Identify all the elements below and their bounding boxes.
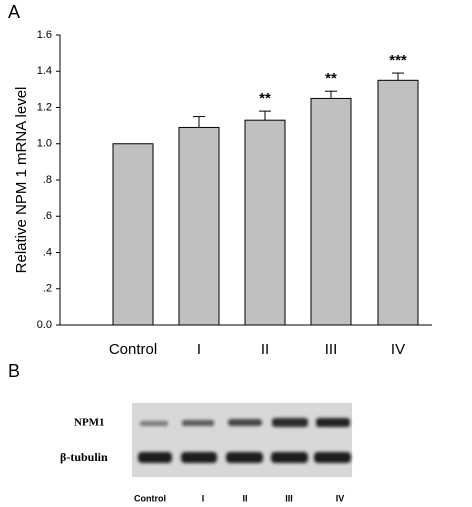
y-tick-label: 1.6	[37, 29, 52, 41]
panel-label: B	[8, 361, 20, 381]
y-tick-label: 1.4	[37, 65, 52, 77]
x-tick-label: IV	[391, 341, 405, 358]
significance-label: **	[259, 90, 271, 107]
blot-lane-label: I	[202, 493, 205, 503]
y-tick-label: 1.0	[37, 138, 52, 150]
significance-label: ***	[389, 52, 407, 69]
x-tick-label: II	[261, 341, 269, 358]
panel-label: A	[8, 2, 20, 22]
blot-lane-label: IV	[336, 493, 345, 503]
blot-row-label: β-tubulin	[60, 450, 108, 464]
y-tick-label: 1.2	[37, 101, 52, 113]
bar	[310, 97, 352, 326]
blot-lane-label: II	[242, 493, 247, 503]
blot-image	[132, 403, 352, 477]
significance-label: **	[325, 70, 337, 87]
bar	[377, 79, 419, 326]
blot-lane-label: Control	[134, 493, 166, 503]
blot-row-label: NPM1	[74, 417, 105, 429]
y-axis-label: Relative NPM 1 mRNA level	[13, 87, 30, 274]
y-tick-label: 0.0	[37, 319, 52, 331]
x-tick-label: Control	[109, 341, 157, 358]
blot-lane-label: III	[285, 493, 293, 503]
x-tick-label: I	[197, 341, 201, 358]
bar	[178, 126, 220, 326]
x-tick-label: III	[325, 341, 338, 358]
y-tick-label: .8	[43, 174, 52, 186]
bar	[112, 143, 154, 326]
y-tick-label: .4	[43, 246, 52, 258]
bar	[244, 119, 286, 326]
blot-bands	[138, 418, 351, 463]
y-tick-label: .6	[43, 210, 52, 222]
y-tick-label: .2	[43, 283, 52, 295]
